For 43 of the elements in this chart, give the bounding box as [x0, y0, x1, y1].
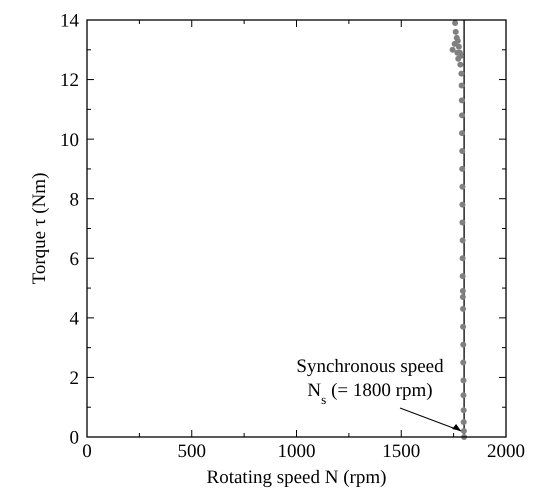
point: [459, 184, 466, 190]
point: [458, 82, 465, 89]
y-tick-label: 14: [60, 10, 80, 32]
x-tick-label: 1500: [382, 441, 420, 462]
point: [458, 97, 465, 104]
point: [460, 255, 466, 262]
point: [456, 44, 462, 50]
point: [460, 273, 466, 280]
point: [460, 306, 466, 312]
point: [459, 202, 466, 208]
point: [458, 70, 464, 77]
point: [460, 377, 466, 384]
y-tick-label: 12: [60, 70, 79, 92]
x-axis-title: Rotating speed N (rpm): [206, 467, 386, 488]
point: [459, 220, 466, 226]
annotation: Synchronous speed N$_{s}$ (= 1800 rpm): [296, 356, 444, 406]
point: [450, 46, 456, 53]
point: [457, 62, 464, 68]
x-tick-label: 1000: [278, 441, 316, 462]
point: [459, 148, 466, 154]
point: [459, 130, 466, 136]
point: [460, 324, 466, 330]
point: [459, 166, 466, 172]
point: [460, 342, 466, 348]
y-tick-label: 10: [60, 130, 79, 151]
y-tick-label: 6: [70, 248, 79, 270]
y-tick-label: 4: [70, 308, 80, 330]
x-tick-label: 500: [178, 441, 206, 462]
point: [460, 294, 466, 300]
point: [460, 237, 466, 244]
y-tick-label: 0: [70, 428, 79, 449]
y-tick-label: 8: [70, 189, 79, 210]
point: [460, 419, 467, 426]
point: [460, 392, 466, 398]
y-tick-label: 2: [70, 368, 79, 390]
point: [460, 428, 467, 434]
x-tick-label: 2000: [487, 441, 525, 462]
y-axis-title: Torque τ (Nm): [29, 172, 50, 284]
point: [460, 407, 467, 414]
point: [458, 52, 464, 59]
point: [460, 360, 466, 366]
point: [452, 28, 459, 35]
point: [460, 288, 466, 294]
